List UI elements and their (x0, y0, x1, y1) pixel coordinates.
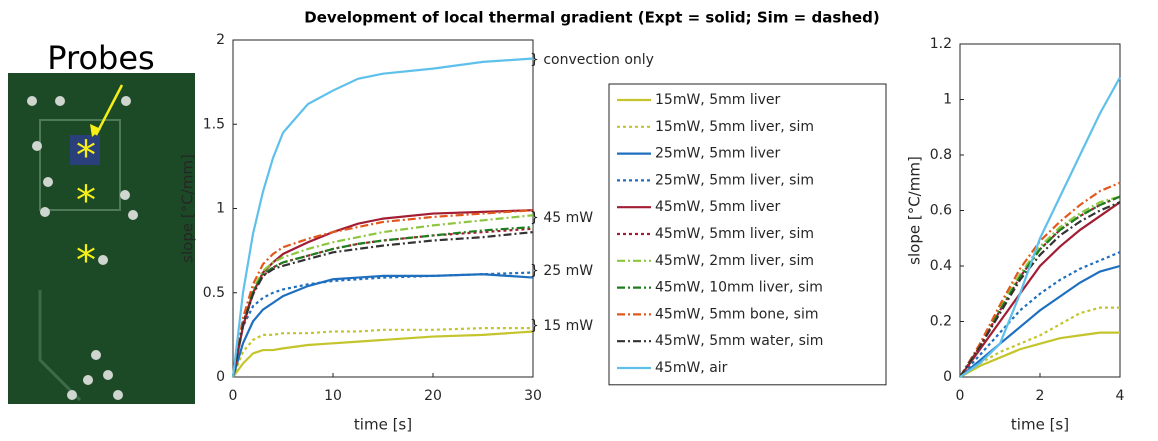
y-tick-label: 0 (943, 369, 952, 385)
x-tick-label: 0 (229, 388, 238, 404)
figure: * * * Probes Development of local therma… (0, 0, 1158, 441)
x-axis-label: time [s] (1011, 416, 1069, 434)
svg-text:*: * (76, 133, 96, 179)
legend-label: 15mW, 5mm liver, sim (655, 119, 814, 135)
plot-area (233, 40, 533, 377)
legend-label: 45mW, 5mm liver, sim (655, 226, 814, 242)
y-tick-label: 1 (943, 92, 952, 108)
series-line (960, 202, 1120, 377)
legend-label: 15mW, 5mm liver (655, 92, 781, 108)
series-line (233, 229, 533, 377)
x-tick-label: 0 (956, 388, 965, 404)
series-line (960, 183, 1120, 377)
series-line (233, 215, 533, 377)
y-tick-label: 0.4 (930, 258, 952, 274)
y-tick-label: 0.8 (930, 147, 952, 163)
y-tick-label: 0.2 (930, 314, 952, 330)
x-axis-label: time [s] (354, 416, 412, 434)
series-line (233, 210, 533, 377)
series-line (960, 202, 1120, 377)
legend-label: 45mW, 10mm liver, sim (655, 280, 823, 296)
axis-lines (960, 44, 1120, 377)
series-line (233, 332, 533, 377)
annotation: } 15 mW (530, 318, 593, 334)
x-tick-label: 4 (1116, 388, 1125, 404)
y-tick-label: 0 (216, 369, 225, 385)
series-line (233, 274, 533, 377)
series-line (233, 232, 533, 377)
y-tick-label: 1 (216, 201, 225, 217)
series-line (233, 273, 533, 377)
photo-panel: * * * Probes (8, 39, 195, 404)
svg-text:*: * (76, 238, 96, 284)
y-axis-label: slope [°C/mm] (179, 154, 197, 263)
legend-label: 45mW, 5mm bone, sim (655, 306, 819, 322)
legend-label: 45mW, air (655, 360, 728, 376)
series-line (233, 227, 533, 377)
chart-title: Development of local thermal gradient (E… (304, 9, 879, 27)
x-tick-label: 2 (1036, 388, 1045, 404)
legend-label: 45mW, 5mm liver (655, 199, 781, 215)
y-tick-label: 1.5 (203, 116, 225, 132)
legend-label: 45mW, 5mm water, sim (655, 333, 823, 349)
y-tick-label: 2 (216, 32, 225, 48)
plot-area (960, 44, 1120, 377)
legend-label: 45mW, 2mm liver, sim (655, 253, 814, 269)
legend-label: 25mW, 5mm liver (655, 146, 781, 162)
annotation: } 25 mW (530, 263, 593, 279)
legend-label: 25mW, 5mm liver, sim (655, 172, 814, 188)
y-tick-label: 1.2 (930, 36, 952, 52)
probes-label: Probes (47, 39, 154, 77)
series-line (233, 210, 533, 377)
x-tick-label: 20 (424, 388, 442, 404)
x-tick-label: 10 (324, 388, 342, 404)
svg-text:*: * (76, 178, 96, 224)
probe-markers: * * * (76, 133, 96, 284)
annotation: } convection only (530, 52, 654, 68)
y-axis-label: slope [°C/mm] (906, 156, 924, 265)
x-tick-label: 30 (524, 388, 542, 404)
y-tick-label: 0.5 (203, 285, 225, 301)
y-tick-label: 0.6 (930, 203, 952, 219)
axis-lines (233, 40, 533, 377)
annotation: } 45 mW (530, 210, 593, 226)
